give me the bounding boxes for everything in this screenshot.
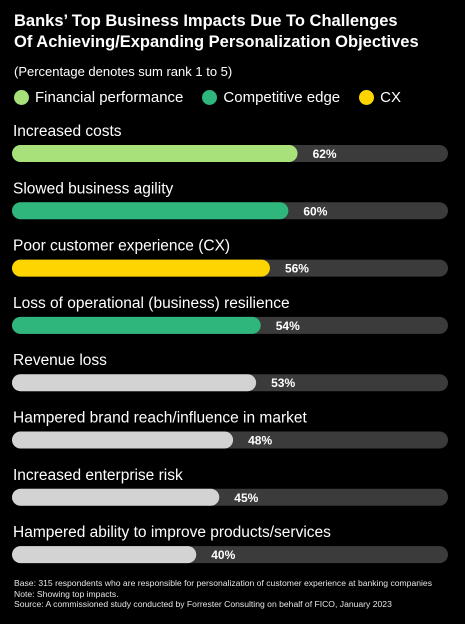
value-label-increased-enterprise-risk: 45%: [234, 491, 258, 505]
category-label-increased-enterprise-risk: Increased enterprise risk: [13, 467, 183, 484]
value-label-slowed-business-agility: 60%: [303, 204, 327, 218]
value-label-revenue-loss: 53%: [271, 376, 295, 390]
bar-increased-costs: [12, 145, 298, 162]
category-label-slowed-business-agility: Slowed business agility: [13, 180, 174, 197]
bar-hampered-ability-to-improve-products-services: [12, 546, 197, 564]
category-label-poor-customer-experience-cx: Poor customer experience (CX): [13, 238, 230, 255]
category-label-hampered-brand-reach-influence-in-market: Hampered brand reach/influence in market: [13, 410, 307, 427]
bar-revenue-loss: [12, 374, 257, 392]
bar-poor-customer-experience-cx: [12, 259, 270, 277]
category-label-hampered-ability-to-improve-products-services: Hampered ability to improve products/ser…: [13, 524, 331, 541]
category-label-loss-of-operational-business-resilience: Loss of operational (business) resilienc…: [13, 295, 290, 312]
bar-slowed-business-agility: [12, 202, 289, 220]
bar-loss-of-operational-business-resilience: [12, 316, 261, 334]
chart-title-line-1: Banks’ Top Business Impacts Due To Chall…: [14, 12, 398, 30]
legend-item-financial-performance: Financial performance: [14, 89, 183, 106]
legend-label-competitive-edge: Competitive edge: [223, 89, 341, 106]
legend-swatch-cx: [359, 90, 375, 105]
chart-subtitle: (Percentage denotes sum rank 1 to 5): [14, 64, 233, 79]
value-label-poor-customer-experience-cx: 56%: [285, 262, 309, 276]
legend-swatch-competitive-edge: [202, 90, 218, 105]
value-label-loss-of-operational-business-resilience: 54%: [276, 319, 300, 333]
value-label-hampered-brand-reach-influence-in-market: 48%: [248, 434, 272, 448]
legend-label-financial-performance: Financial performance: [35, 89, 184, 106]
footnote-base: Base: 315 respondents who are responsibl…: [14, 578, 433, 588]
value-label-increased-costs: 62%: [313, 147, 337, 161]
chart-title: Banks’ Top Business Impacts Due To Chall…: [14, 11, 454, 53]
bar-hampered-brand-reach-influence-in-market: [12, 431, 234, 449]
legend-swatch-financial-performance: [14, 90, 29, 105]
footnote-source: Source: A commissioned study conducted b…: [14, 599, 392, 610]
legend-label-cx: CX: [380, 89, 401, 106]
category-label-increased-costs: Increased costs: [13, 123, 122, 140]
legend: Financial performance Competitive edge C…: [14, 89, 420, 106]
chart-title-line-2: Of Achieving/Expanding Personalization O…: [14, 33, 419, 51]
value-label-hampered-ability-to-improve-products-services: 40%: [211, 548, 235, 562]
footnote-note: Note: Showing top impacts.: [14, 588, 119, 599]
bar-increased-enterprise-risk: [12, 488, 220, 506]
legend-item-competitive-edge: Competitive edge: [202, 89, 340, 106]
legend-item-cx: CX: [359, 89, 401, 106]
footnotes: Base: 315 respondents who are responsibl…: [14, 578, 432, 610]
category-label-revenue-loss: Revenue loss: [13, 352, 107, 369]
